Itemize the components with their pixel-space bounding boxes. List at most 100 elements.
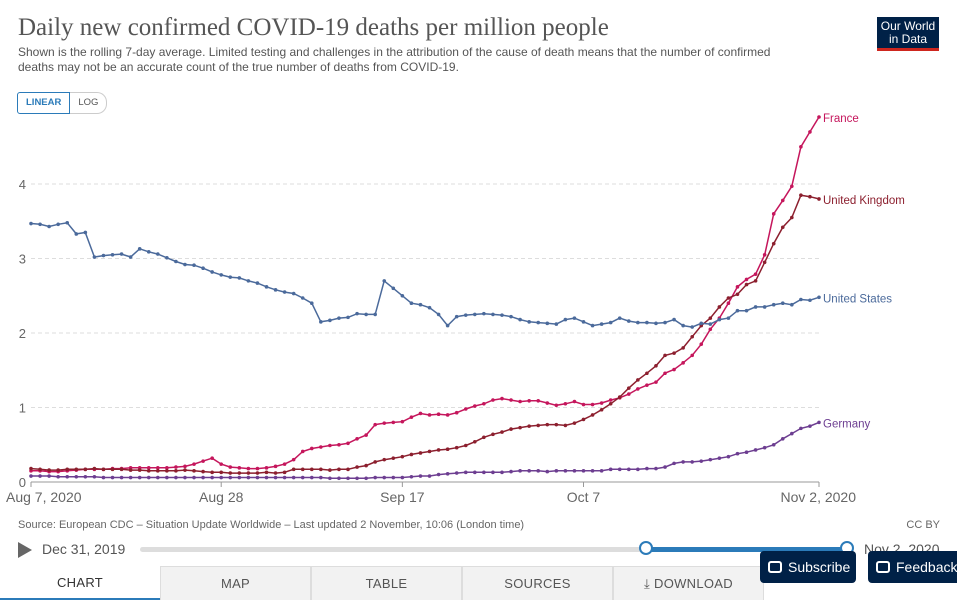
data-point — [273, 464, 278, 469]
data-point — [545, 422, 550, 427]
data-point — [581, 402, 586, 407]
data-point — [454, 445, 459, 450]
data-point — [355, 465, 359, 469]
data-point — [382, 421, 387, 425]
data-point — [663, 371, 667, 376]
data-point — [726, 296, 731, 300]
y-tick-label: 0 — [19, 475, 26, 490]
data-point — [808, 424, 812, 428]
timeline-selected-range[interactable] — [646, 547, 847, 552]
data-point — [246, 475, 251, 480]
data-point — [165, 475, 169, 480]
data-point — [255, 281, 260, 285]
data-point — [427, 413, 432, 417]
data-point — [29, 466, 33, 471]
data-point — [65, 467, 70, 472]
license-label[interactable]: CC BY — [906, 519, 940, 531]
data-point — [427, 449, 432, 454]
data-point — [309, 446, 314, 451]
data-point — [228, 465, 233, 469]
data-point — [137, 475, 142, 480]
subscribe-button[interactable]: Subscribe — [760, 551, 856, 583]
data-point — [309, 467, 314, 472]
data-point — [672, 317, 676, 322]
x-tick-label: Nov 2, 2020 — [781, 489, 857, 505]
data-point — [174, 475, 178, 480]
x-tick-label: Aug 28 — [199, 489, 244, 505]
data-point — [56, 468, 60, 472]
data-point — [617, 467, 622, 472]
data-point — [744, 450, 749, 455]
x-tick-label: Aug 7, 2020 — [6, 489, 82, 505]
legend-label: United States — [823, 293, 892, 305]
data-point — [246, 466, 251, 471]
feedback-button[interactable]: Feedback — [868, 551, 957, 583]
data-point — [382, 457, 387, 462]
data-point — [454, 410, 459, 415]
source-note[interactable]: Source: European CDC – Situation Update … — [18, 519, 525, 531]
data-point — [663, 320, 667, 325]
feedback-label: Feedback — [896, 559, 957, 575]
data-point — [346, 476, 350, 481]
data-point — [735, 308, 740, 313]
tab-table[interactable]: TABLE — [311, 566, 462, 600]
data-point — [101, 475, 106, 480]
data-point — [672, 461, 676, 466]
data-point — [636, 378, 640, 382]
data-point — [47, 224, 51, 229]
log-scale-button[interactable]: LOG — [70, 92, 108, 114]
data-point — [563, 469, 568, 473]
data-point — [183, 468, 187, 472]
tab-sources[interactable]: SOURCES — [462, 566, 613, 600]
data-point — [536, 320, 541, 325]
data-point — [74, 474, 79, 479]
data-point — [255, 466, 260, 471]
data-point — [645, 466, 649, 471]
data-point — [790, 184, 794, 189]
data-point — [473, 404, 477, 408]
data-point — [590, 323, 595, 328]
data-point — [282, 290, 287, 294]
data-point — [681, 346, 685, 350]
linear-scale-button[interactable]: LINEAR — [17, 92, 71, 114]
data-point — [681, 323, 685, 328]
data-point — [409, 301, 414, 306]
data-point — [309, 301, 314, 306]
data-point — [101, 253, 106, 258]
data-point — [128, 255, 133, 259]
data-point — [418, 451, 423, 455]
data-point — [808, 194, 812, 199]
data-point — [491, 398, 495, 402]
data-point — [799, 193, 803, 198]
data-point — [183, 475, 187, 480]
scale-toggle: LINEAR LOG — [17, 92, 108, 114]
tab-map[interactable]: MAP — [160, 566, 311, 600]
owid-logo[interactable]: Our World in Data — [877, 17, 939, 51]
data-point — [264, 466, 269, 470]
data-point — [237, 276, 242, 280]
data-point — [146, 250, 151, 254]
data-point — [473, 470, 477, 475]
data-point — [337, 476, 341, 481]
tab-download[interactable]: ⤓ DOWNLOAD — [613, 566, 764, 600]
data-point — [581, 417, 586, 422]
data-point — [237, 471, 242, 475]
data-point — [790, 302, 794, 307]
timeline-start-handle[interactable] — [639, 541, 653, 555]
data-point — [146, 469, 151, 473]
data-point — [744, 277, 749, 282]
data-point — [626, 392, 631, 396]
play-icon[interactable] — [18, 542, 32, 558]
data-point — [427, 474, 432, 478]
data-point — [590, 402, 595, 407]
timeline-track[interactable] — [140, 547, 847, 552]
data-point — [817, 115, 821, 119]
data-point — [83, 230, 88, 235]
data-point — [636, 467, 640, 472]
data-point — [300, 296, 305, 300]
tab-chart[interactable]: CHART — [0, 566, 160, 600]
data-point — [382, 279, 387, 283]
data-point — [436, 412, 441, 417]
data-point — [47, 468, 51, 472]
data-point — [337, 316, 341, 320]
